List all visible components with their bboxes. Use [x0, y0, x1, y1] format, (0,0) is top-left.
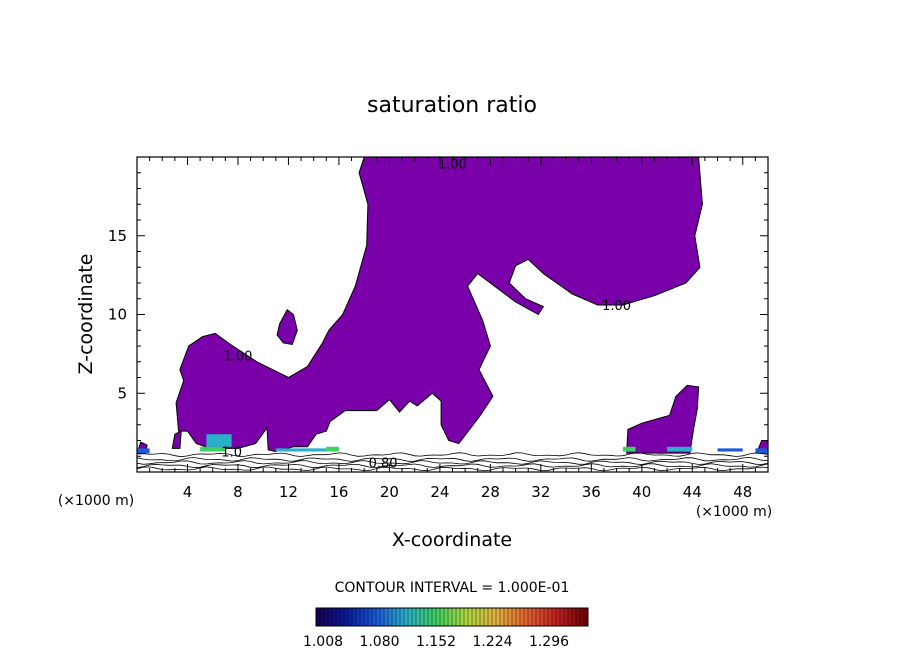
- x-tick-label: 20: [380, 483, 399, 501]
- supersaturated-island: [626, 384, 700, 454]
- contour-label: 1.00: [602, 299, 631, 314]
- y-tick-label: 15: [108, 227, 127, 245]
- surface-patch: [137, 448, 150, 454]
- y-tick-label: 5: [117, 384, 127, 402]
- surface-patch: [667, 446, 693, 452]
- y-axis: 5 10 15: [108, 172, 768, 457]
- surface-contour-line: [137, 460, 768, 465]
- contour-label: 0.80: [369, 457, 398, 472]
- x-tick-label: 16: [329, 483, 348, 501]
- colorbar: 1.008 1.080 1.152 1.224 1.296: [303, 607, 589, 650]
- x-unit-label-left: (×1000 m): [58, 493, 134, 509]
- contour-label: 1.00: [223, 349, 252, 364]
- surface-patch: [326, 446, 339, 452]
- supersaturated-region: [175, 157, 703, 453]
- x-tick-label: 8: [233, 483, 243, 501]
- x-unit-label-right: (×1000 m): [696, 504, 772, 520]
- surface-patch: [755, 448, 768, 454]
- x-tick-label: 28: [481, 483, 500, 501]
- surface-patch: [200, 446, 226, 452]
- contour-label: 1.0: [221, 446, 242, 461]
- contour-interval-text: CONTOUR INTERVAL = 1.000E-01: [335, 580, 570, 596]
- x-tick-label: 32: [531, 483, 550, 501]
- supersaturated-island: [276, 309, 298, 345]
- colorbar-tick-label: 1.224: [472, 634, 512, 650]
- x-tick-label: 44: [683, 483, 702, 501]
- x-tick-label: 4: [183, 483, 193, 501]
- surface-patch: [206, 434, 232, 447]
- colorbar-tick-label: 1.080: [359, 634, 399, 650]
- x-tick-label: 48: [733, 483, 752, 501]
- colorbar-tick-label: 1.152: [416, 634, 456, 650]
- y-tick-label: 10: [108, 306, 127, 324]
- contour-label: 1.00: [438, 157, 467, 172]
- surface-contour-line: [137, 463, 768, 469]
- surface-patch: [717, 448, 743, 452]
- colorbar-tick-label: 1.296: [529, 634, 569, 650]
- x-tick-label: 12: [279, 483, 298, 501]
- x-tick-label: 40: [632, 483, 651, 501]
- x-axis: 4 8 12 16 20 24 28 32 36 40 44 48: [149, 157, 756, 501]
- plot-area: 1.00 1.00 1.00 0.80 1.0: [137, 157, 768, 472]
- y-axis-label: Z-coordinate: [75, 254, 97, 375]
- x-tick-label: 24: [430, 483, 449, 501]
- surface-contour-line: [137, 456, 768, 462]
- surface-contour-line: [137, 452, 768, 458]
- supersaturated-island: [171, 430, 182, 449]
- surface-patch: [275, 448, 327, 452]
- chart-title: saturation ratio: [367, 93, 537, 118]
- x-axis-label: X-coordinate: [392, 529, 512, 551]
- colorbar-tick-label: 1.008: [303, 634, 343, 650]
- x-tick-label: 36: [582, 483, 601, 501]
- surface-patch: [622, 446, 636, 452]
